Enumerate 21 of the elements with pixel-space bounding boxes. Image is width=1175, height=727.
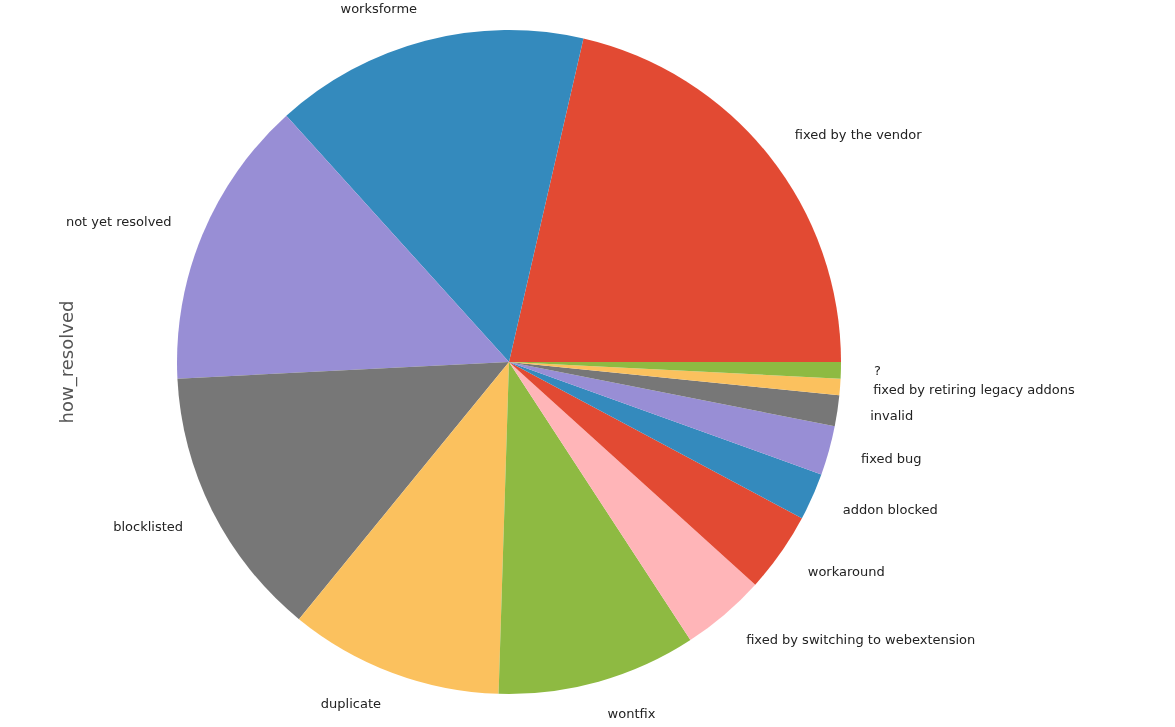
pie-slice xyxy=(509,362,840,427)
slice-label: workaround xyxy=(807,563,885,579)
slice-label: fixed bug xyxy=(860,451,922,467)
text: how_resolved xyxy=(56,300,78,424)
slice-label: duplicate xyxy=(320,696,381,712)
slice-label: fixed by switching to webextension xyxy=(746,631,976,647)
slice-label: ? xyxy=(874,363,881,379)
pie-slice xyxy=(509,362,835,475)
slice-label: fixed by retiring legacy addons xyxy=(873,381,1075,397)
pie-slice xyxy=(298,362,509,694)
pie-slice xyxy=(509,362,822,519)
pie-slice xyxy=(177,115,509,379)
slice-label: not yet resolved xyxy=(65,214,172,230)
slice-label: fixed by the vendor xyxy=(794,126,923,142)
pie-slice xyxy=(498,362,691,694)
slice-label: wontfix xyxy=(607,705,656,721)
slice-label: worksforme xyxy=(340,0,418,16)
slice-label: addon blocked xyxy=(842,502,938,518)
slice-label: invalid xyxy=(870,407,914,423)
slice-label: blocklisted xyxy=(113,518,184,534)
pie-slice xyxy=(286,30,584,362)
